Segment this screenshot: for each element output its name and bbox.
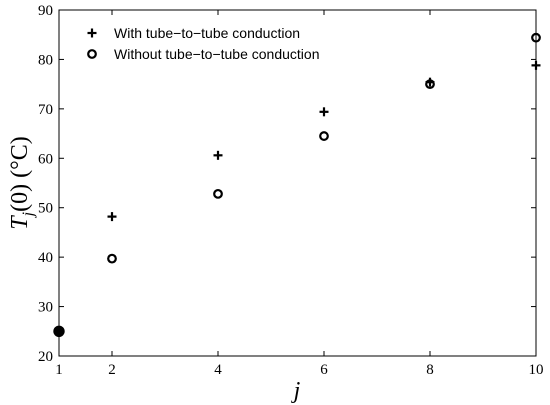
- y-axis-label-subscript: j: [20, 211, 37, 218]
- y-tick-label-1: 30: [38, 300, 53, 316]
- series-0-point-0: [107, 212, 117, 222]
- tick-labels: 1 2 4 6 8 10 20 30 40 50 60 70 80 90: [38, 3, 544, 378]
- y-axis-label-rest: (0) (°C): [7, 136, 33, 212]
- series-1-point-2: [319, 131, 329, 141]
- legend-marker-0: [87, 28, 97, 38]
- y-tick-label-7: 90: [38, 3, 53, 19]
- legend: With tube−to−tube conduction Without tube…: [87, 25, 319, 62]
- x-tick-label-1: 2: [108, 362, 116, 378]
- series-0: [107, 60, 541, 222]
- series-0-point-1: [213, 150, 223, 160]
- extra-point-0: [53, 325, 65, 337]
- y-tick-label-2: 40: [38, 250, 53, 266]
- y-tick-label-6: 80: [38, 52, 53, 68]
- data-points: [53, 32, 541, 337]
- legend-label-1: Without tube−to−tube conduction: [114, 46, 319, 62]
- x-tick-label-3: 6: [320, 362, 328, 378]
- x-tick-label-4: 8: [426, 362, 434, 378]
- y-axis-label-symbol: T: [7, 215, 33, 230]
- plot-frame: [58, 9, 537, 357]
- y-axis-label: Tj(0) (°C): [7, 136, 37, 229]
- series-1-point-4: [531, 32, 541, 43]
- legend-marker-1: [87, 49, 97, 59]
- series-1-point-1: [213, 188, 223, 199]
- x-tick-label-5: 10: [529, 362, 544, 378]
- series-0-point-2: [319, 107, 329, 117]
- x-axis-label: j: [291, 378, 301, 404]
- legend-label-0: With tube−to−tube conduction: [114, 25, 300, 41]
- y-tick-label-5: 70: [38, 102, 53, 118]
- series-1-point-3: [425, 79, 435, 90]
- y-tick-label-0: 20: [38, 349, 53, 365]
- series-0-point-4: [531, 60, 541, 70]
- y-tick-label-4: 60: [38, 151, 53, 167]
- x-tick-label-0: 1: [55, 362, 63, 378]
- series-1: [107, 32, 541, 264]
- x-tick-label-2: 4: [214, 362, 222, 378]
- y-tick-label-3: 50: [38, 201, 53, 217]
- axis-ticks: [58, 9, 537, 357]
- series-1-point-0: [107, 253, 117, 264]
